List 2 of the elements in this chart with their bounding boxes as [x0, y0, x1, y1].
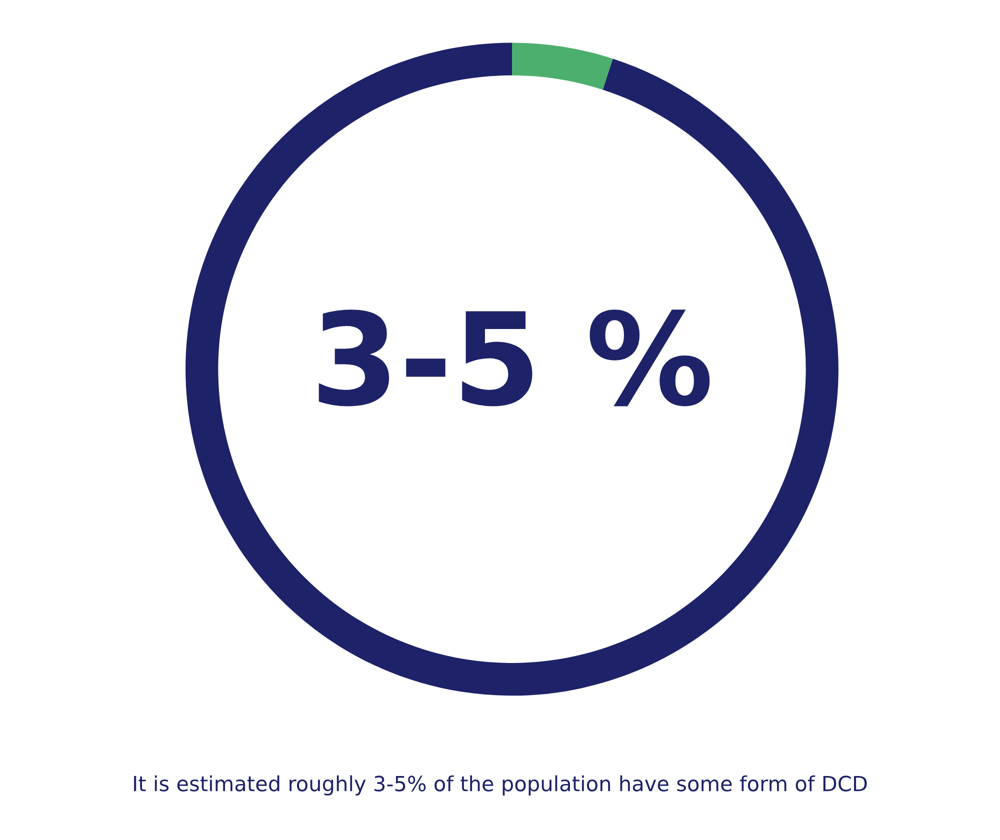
text: 3-5 %: [318, 310, 710, 406]
text: It is estimated roughly 3-5% of the population have some form of DCD: [134, 775, 867, 796]
